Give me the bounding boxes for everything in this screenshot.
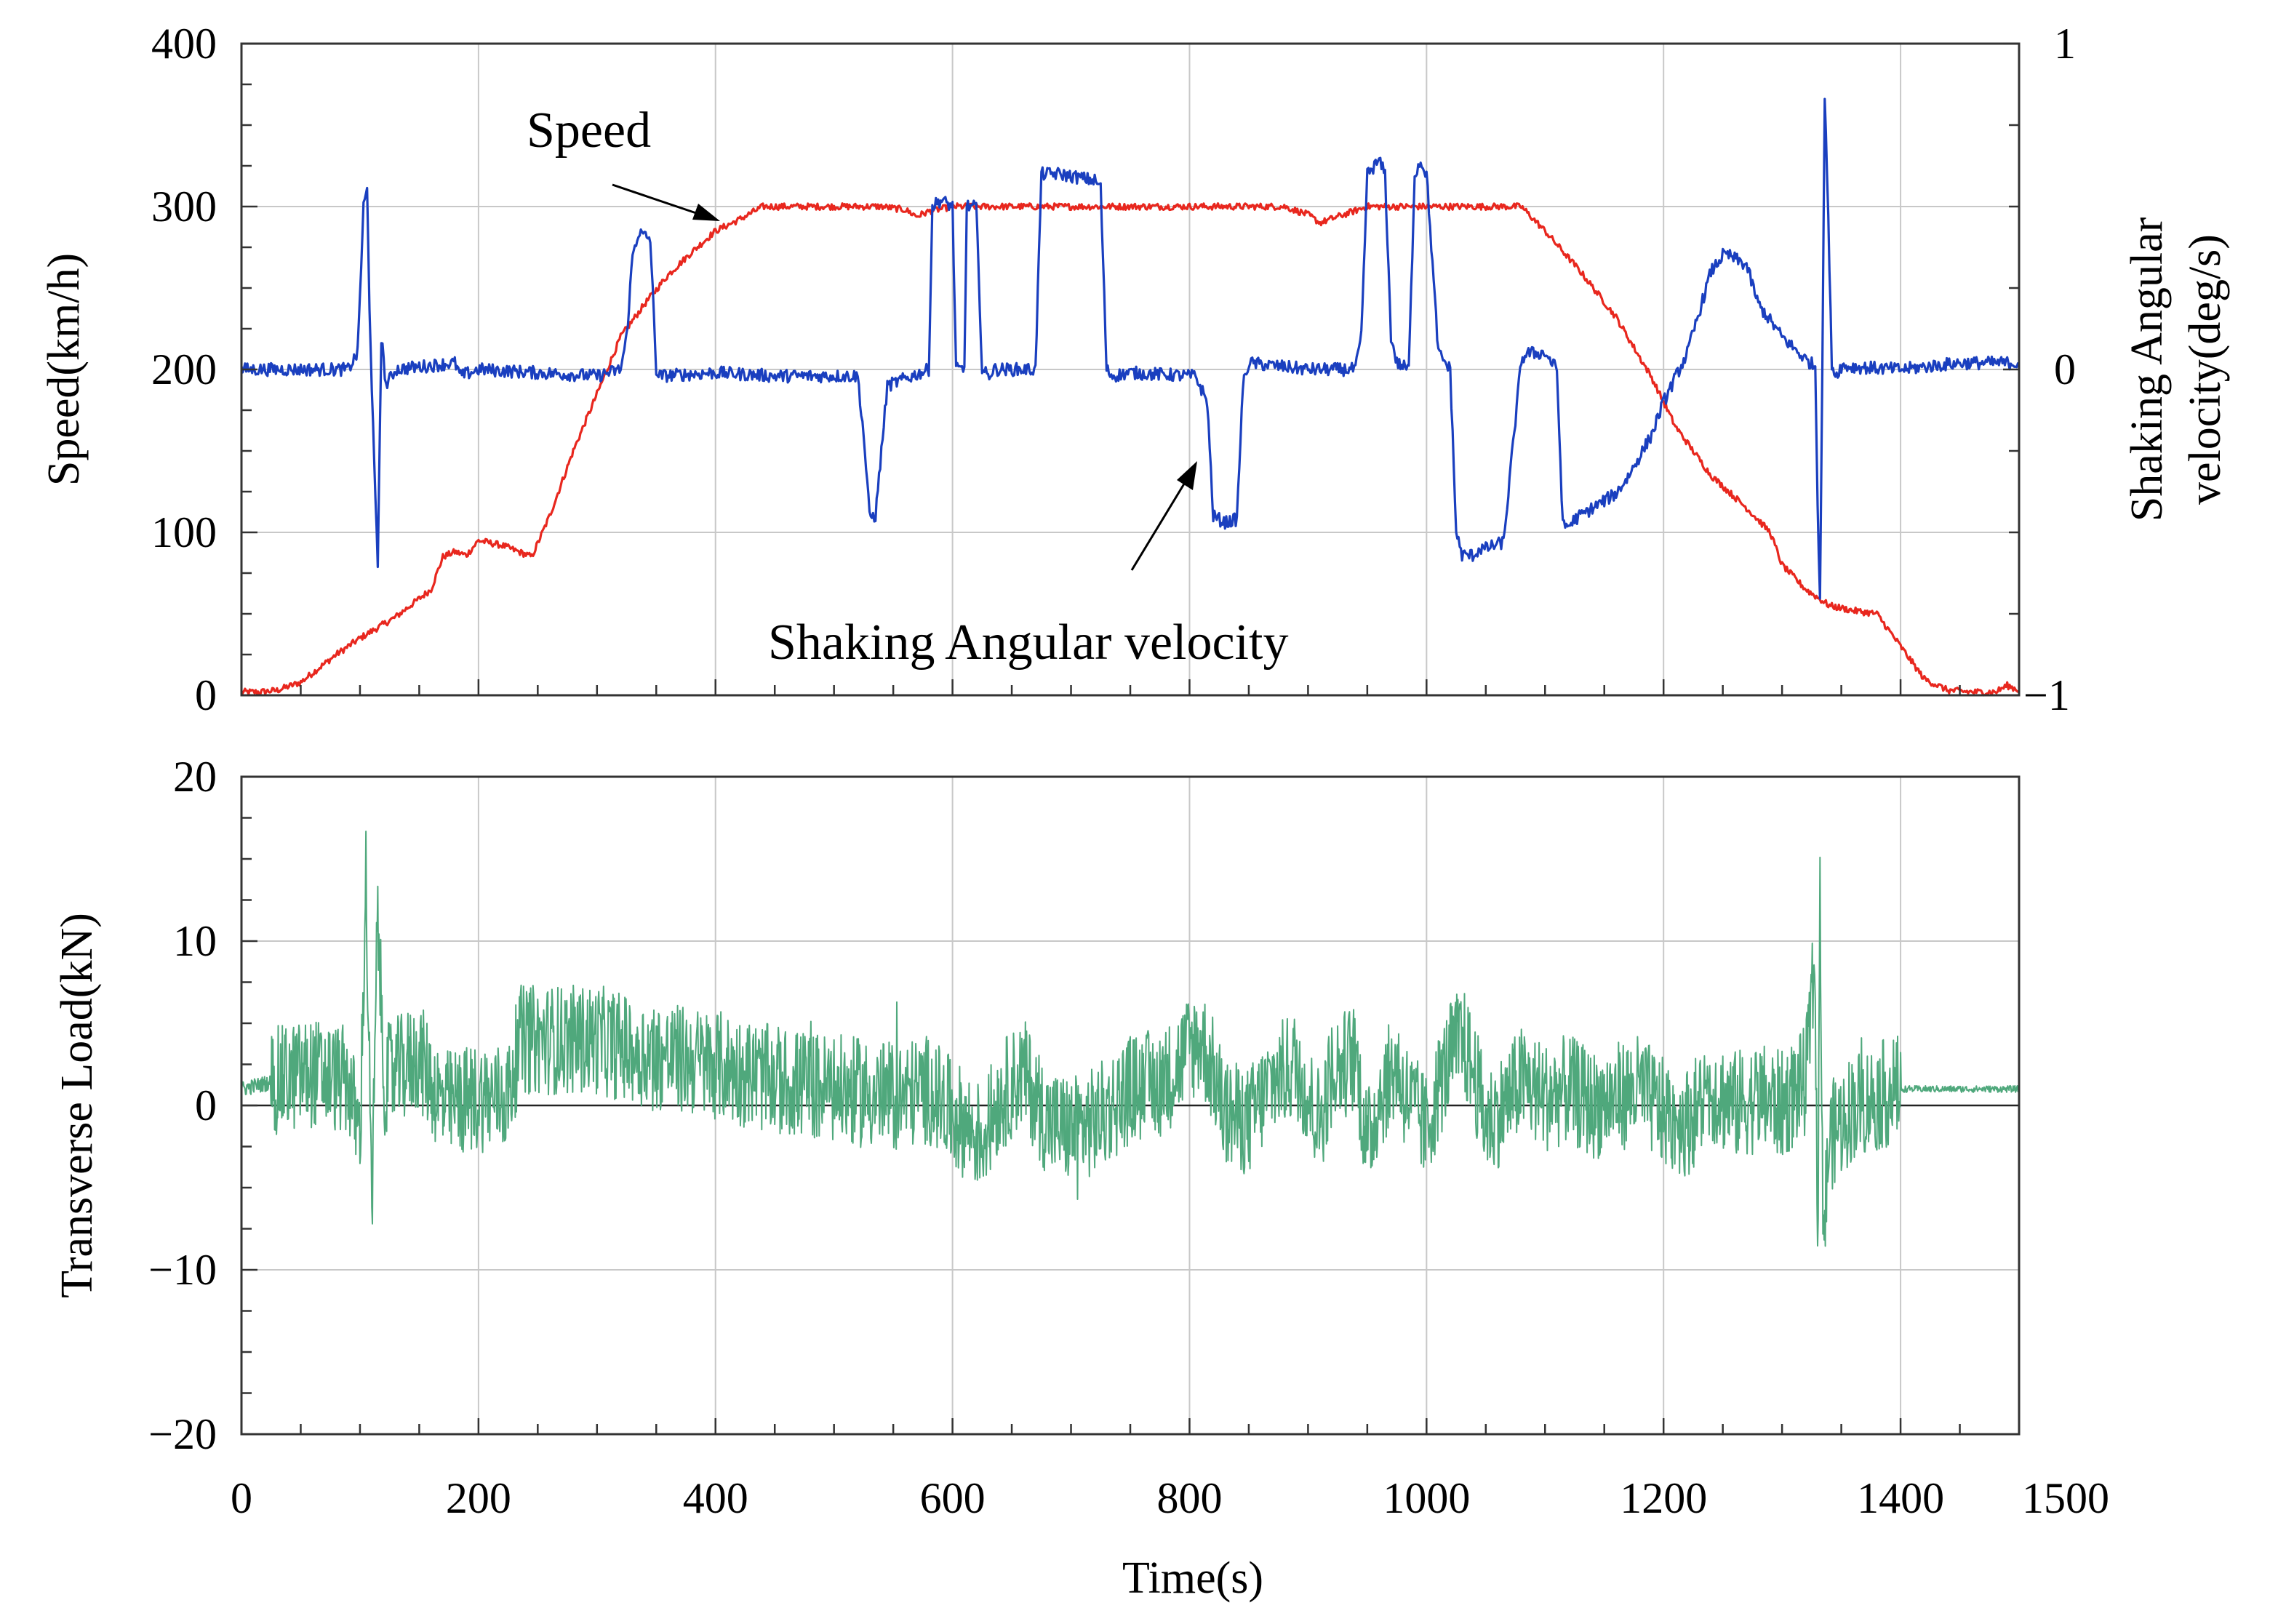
top-y-tick-label: 400 <box>151 20 217 68</box>
top-y2-tick-label: 0 <box>2054 345 2076 393</box>
top-y2-tick-label: −1 <box>2023 671 2070 719</box>
top-y2-axis-label-line1: Shaking Angular <box>2122 217 2172 521</box>
top-y-tick-label: 300 <box>151 183 217 231</box>
shaking-annotation-arrow <box>1130 461 1197 571</box>
bottom-x-tick-label: 200 <box>446 1474 511 1522</box>
top-y-tick-label: 100 <box>151 508 217 556</box>
top-y-tick-labels: 0 100 200 300 400 <box>151 20 217 719</box>
bottom-y-tick-label: 20 <box>173 753 217 801</box>
shaking-annotation: Shaking Angular velocity <box>768 615 1288 671</box>
bottom-x-tick-label: 1000 <box>1383 1474 1470 1522</box>
bottom-y-tick-label: −20 <box>148 1410 217 1458</box>
top-y-axis-label: Speed(km/h) <box>39 253 89 486</box>
transverse-load-line <box>241 831 2020 1247</box>
shaking-line <box>240 97 2021 600</box>
speed-series <box>240 202 2020 697</box>
bottom-y-axis-label: Transverse Load(kN) <box>52 913 102 1298</box>
top-y2-axis-label-line2: velocity(deg/s) <box>2181 234 2230 505</box>
bottom-y-tick-label: 10 <box>173 917 217 965</box>
bottom-x-tick-label: 400 <box>683 1474 748 1522</box>
bottom-x-tick-label: 0 <box>231 1474 252 1522</box>
transverse-load-series <box>241 831 2020 1247</box>
bottom-ticks <box>240 775 2021 1436</box>
speed-annotation: Speed <box>527 103 651 159</box>
top-panel: 0 100 200 300 400 −1 0 1 Speed(km/h) Shaking A… <box>39 20 2230 719</box>
top-ticks <box>240 42 2021 697</box>
top-y2-tick-labels: −1 0 1 <box>2023 20 2076 719</box>
top-y2-tick-label: 1 <box>2054 20 2076 68</box>
speed-line <box>240 202 2020 697</box>
bottom-x-tick-labels: 0 200 400 600 800 1000 1200 1400 1500 <box>231 1474 2109 1522</box>
bottom-x-tick-label: 800 <box>1156 1474 1222 1522</box>
bottom-y-tick-label: −10 <box>148 1246 217 1294</box>
bottom-x-tick-label: 1500 <box>2022 1474 2109 1522</box>
bottom-panel: 20 10 0 −10 −20 0 200 400 600 800 1000 1200 1400 150… <box>52 753 2109 1603</box>
bottom-x-tick-label: 600 <box>920 1474 986 1522</box>
shaking-series <box>240 97 2021 600</box>
top-y-tick-label: 200 <box>151 345 217 393</box>
bottom-x-tick-label: 1400 <box>1857 1474 1944 1522</box>
speed-annotation-arrow <box>612 183 720 221</box>
x-axis-label: Time(s) <box>1122 1553 1263 1603</box>
bottom-x-tick-label: 1200 <box>1620 1474 1707 1522</box>
top-y-tick-label: 0 <box>195 671 217 719</box>
bottom-y-tick-labels: 20 10 0 −10 −20 <box>148 753 217 1458</box>
bottom-y-tick-label: 0 <box>195 1081 217 1129</box>
